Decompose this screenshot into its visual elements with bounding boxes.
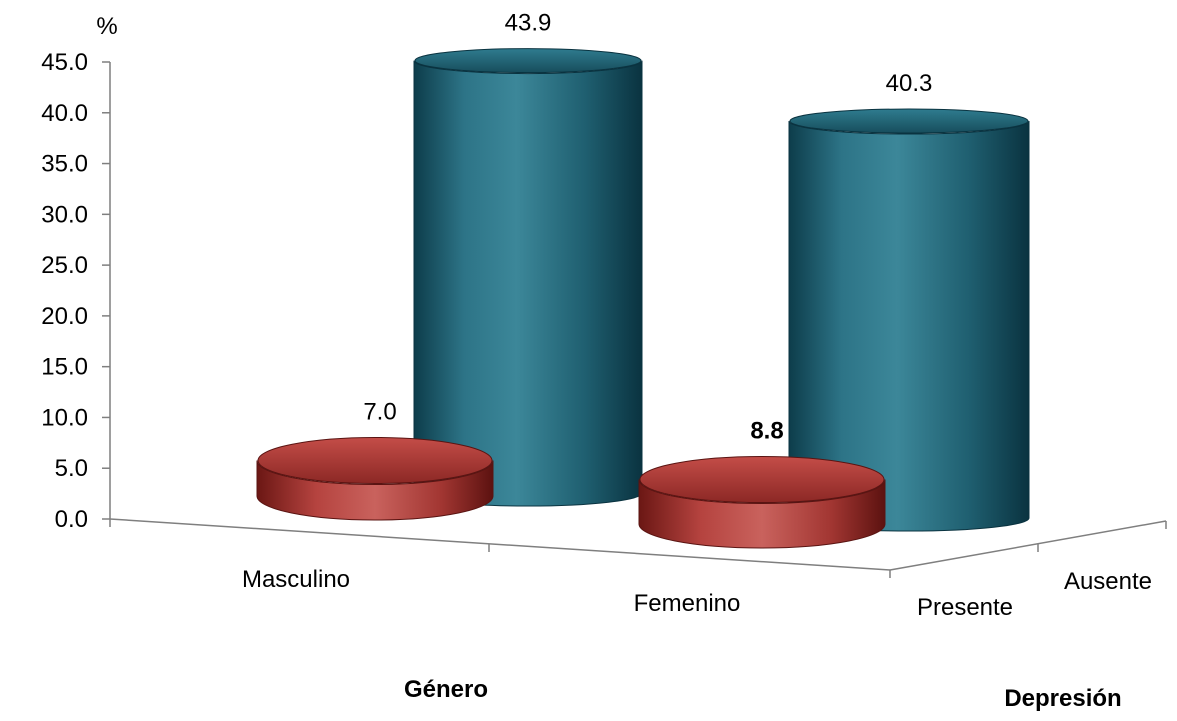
bar-top — [257, 437, 493, 485]
bar-top — [639, 456, 885, 504]
y-tick-label: 30.0 — [41, 201, 88, 228]
y-ticks: 0.0 5.0 10.0 15.0 20.0 25.0 30.0 35.0 40.0 45.0 — [41, 49, 110, 533]
depth-tick-label: Presente — [917, 594, 1013, 621]
y-tick-label: 5.0 — [55, 455, 88, 482]
bar-top — [414, 48, 642, 74]
y-axis-label: % — [96, 13, 117, 40]
y-tick-label: 20.0 — [41, 303, 88, 330]
depth-axis-label: Depresión — [1004, 685, 1121, 712]
x-axis-label: Género — [404, 676, 488, 703]
category-labels: Masculino Femenino Presente Ausente Géne… — [242, 566, 1152, 712]
floor-axes — [109, 518, 1167, 578]
y-tick-label: 45.0 — [41, 49, 88, 76]
y-tick-label: 35.0 — [41, 151, 88, 178]
bar-top — [789, 108, 1029, 134]
data-label: 7.0 — [363, 399, 396, 426]
bar-body — [638, 479, 886, 549]
x-axis-line — [109, 518, 891, 571]
data-label: 43.9 — [505, 10, 552, 37]
y-axis: 0.0 5.0 10.0 15.0 20.0 25.0 30.0 35.0 40.0 45.0 % — [41, 13, 117, 533]
y-tick-label: 15.0 — [41, 354, 88, 381]
bar-presente-masculino — [256, 437, 494, 521]
bar-body — [413, 60, 643, 507]
bar-ausente-masculino — [413, 48, 643, 507]
bar-body — [256, 460, 494, 521]
bars: 43.9 40.3 7.0 8.8 — [256, 10, 1030, 549]
y-tick-label: 25.0 — [41, 252, 88, 279]
bar-ausente-femenino — [788, 108, 1030, 532]
data-label: 8.8 — [750, 418, 783, 445]
y-tick-label: 0.0 — [55, 506, 88, 533]
depth-axis-line — [889, 520, 1167, 571]
x-tick-label: Masculino — [242, 566, 350, 593]
data-label: 40.3 — [886, 70, 933, 97]
y-tick-label: 10.0 — [41, 404, 88, 431]
bar-presente-femenino — [638, 456, 886, 549]
depth-tick-label: Ausente — [1064, 568, 1152, 595]
y-tick-label: 40.0 — [41, 100, 88, 127]
x-tick-label: Femenino — [634, 590, 741, 617]
